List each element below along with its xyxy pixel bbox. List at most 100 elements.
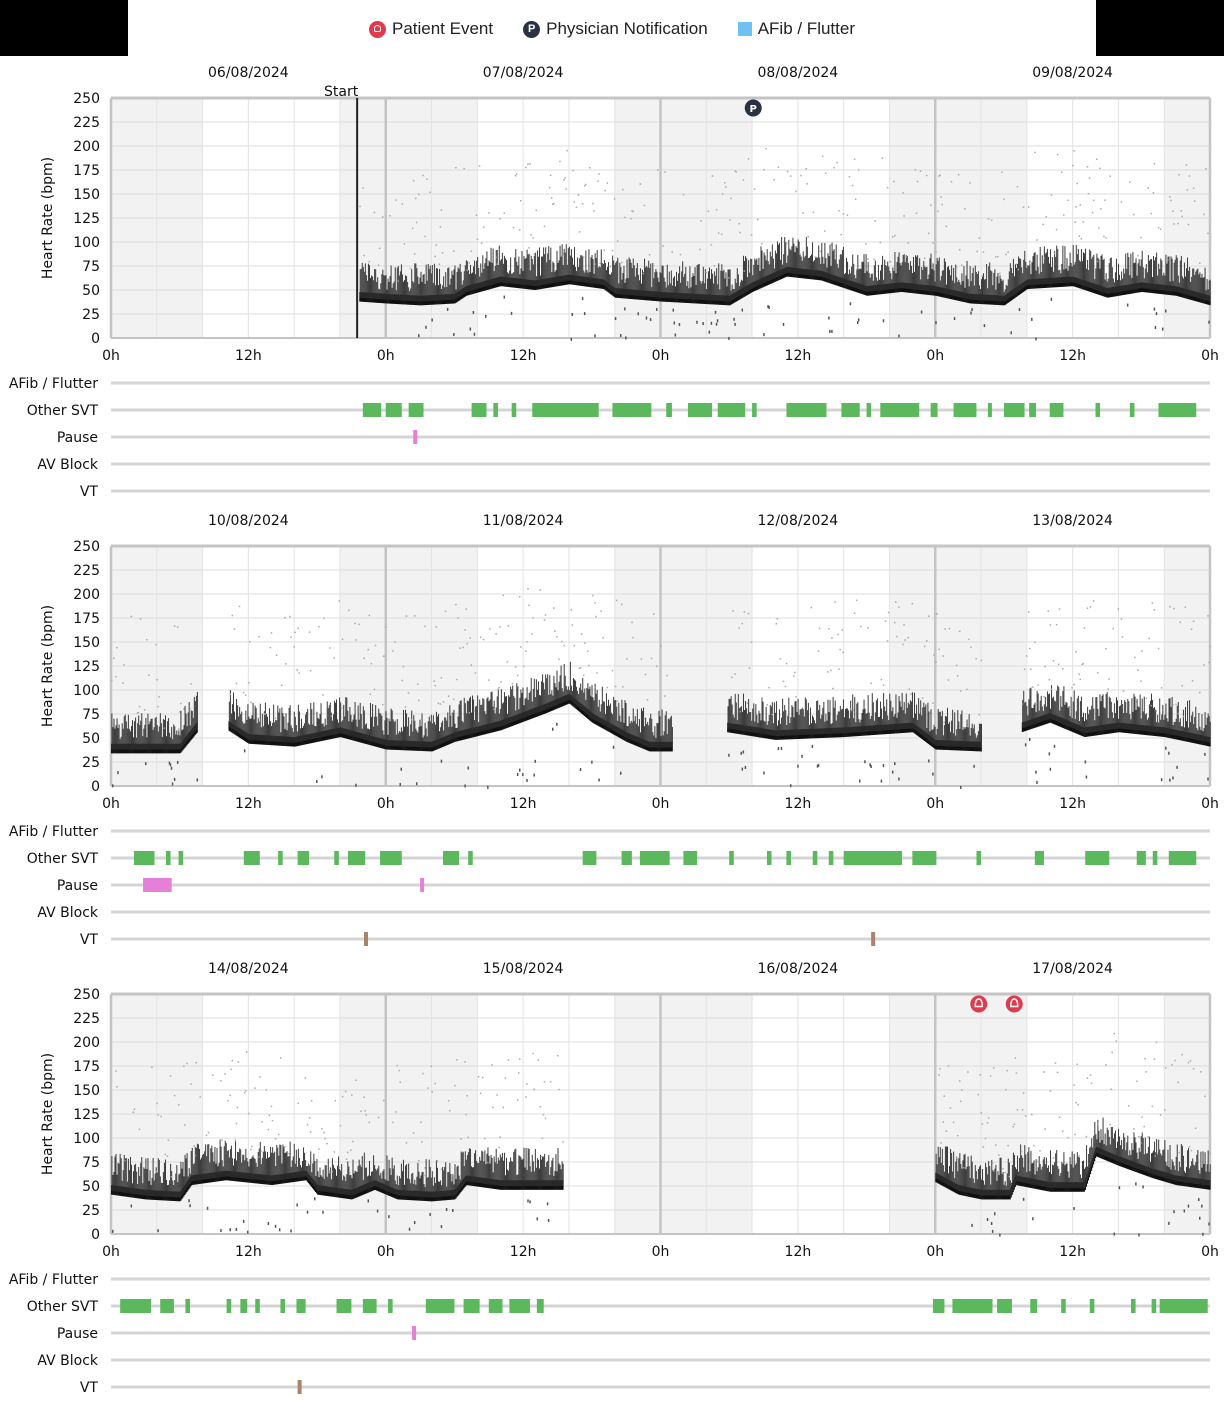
hr-outlier bbox=[853, 612, 856, 615]
hr-sample bbox=[401, 274, 403, 301]
event-other-svt bbox=[385, 403, 402, 417]
hr-sample bbox=[583, 270, 585, 283]
hr-outlier bbox=[730, 197, 732, 200]
hr-sample bbox=[1061, 706, 1063, 724]
hr-sample bbox=[753, 703, 755, 733]
hr-sample bbox=[188, 1168, 190, 1186]
hr-outlier bbox=[600, 610, 602, 613]
hr-outlier bbox=[794, 671, 796, 674]
hr-sample bbox=[563, 248, 565, 282]
hr-sample bbox=[1032, 256, 1034, 285]
hr-sample bbox=[368, 265, 370, 299]
legend-patient-event[interactable]: Patient Event bbox=[368, 19, 493, 39]
hr-sample bbox=[457, 267, 459, 298]
hr-sample bbox=[598, 266, 600, 285]
hr-sample bbox=[419, 719, 421, 748]
hr-sample bbox=[560, 665, 562, 704]
hr-sample bbox=[408, 287, 410, 301]
hr-sample bbox=[125, 721, 127, 750]
hr-sample bbox=[1064, 704, 1066, 725]
hr-sample bbox=[921, 715, 923, 735]
hr-outlier bbox=[515, 173, 518, 175]
hr-sample bbox=[133, 737, 135, 750]
hr-sample bbox=[185, 713, 187, 743]
event-other-svt bbox=[987, 403, 992, 417]
hr-outlier bbox=[631, 210, 633, 212]
hr-sample bbox=[799, 254, 801, 275]
hr-sample bbox=[954, 712, 956, 747]
hr-sample bbox=[831, 242, 833, 281]
y-tick-label: 125 bbox=[73, 659, 100, 675]
hr-sample bbox=[126, 728, 128, 750]
hr-sample bbox=[512, 273, 514, 284]
hr-outlier bbox=[842, 213, 845, 215]
hr-sample bbox=[251, 715, 253, 741]
hr-outlier bbox=[578, 231, 581, 233]
hr-sample bbox=[552, 261, 554, 284]
hr-sample bbox=[1042, 710, 1044, 722]
hr-sample bbox=[1130, 253, 1132, 290]
hr-sample bbox=[155, 1167, 157, 1197]
hr-sample bbox=[1153, 708, 1155, 732]
hr-sample bbox=[740, 279, 742, 295]
hr-sample bbox=[580, 255, 582, 282]
hr-sample bbox=[850, 273, 852, 287]
hr-outlier bbox=[464, 629, 466, 631]
hr-outlier bbox=[549, 174, 552, 176]
hr-sample bbox=[752, 708, 754, 733]
hr-sample bbox=[1174, 259, 1176, 292]
hr-outlier bbox=[133, 1108, 136, 1111]
hr-sample bbox=[554, 271, 556, 283]
y-tick-label: 125 bbox=[73, 211, 100, 227]
hr-sample bbox=[627, 726, 629, 739]
legend-physician-notification[interactable]: P Physician Notification bbox=[523, 19, 708, 39]
hr-sample bbox=[862, 709, 864, 732]
hr-sample bbox=[793, 243, 795, 274]
hr-sample bbox=[506, 260, 508, 283]
hr-sample bbox=[1106, 692, 1108, 731]
hr-sample bbox=[586, 269, 588, 283]
hr-sample bbox=[748, 260, 750, 291]
event-other-svt bbox=[471, 403, 487, 417]
legend-afib-flutter[interactable]: AFib / Flutter bbox=[737, 19, 855, 39]
hr-sample bbox=[659, 716, 661, 748]
hr-sample bbox=[211, 1145, 213, 1179]
hr-sample bbox=[847, 708, 849, 733]
hr-sample bbox=[601, 686, 603, 725]
hr-sample bbox=[436, 268, 438, 301]
hr-sample bbox=[139, 1176, 141, 1195]
hr-sample bbox=[765, 706, 767, 735]
hr-sample bbox=[853, 718, 855, 733]
hr-sample bbox=[925, 267, 927, 291]
hr-sample bbox=[1023, 259, 1025, 289]
hr-sample bbox=[689, 266, 691, 300]
hr-outlier bbox=[405, 615, 408, 617]
hr-sample bbox=[385, 274, 387, 300]
hr-sample bbox=[292, 731, 294, 743]
hr-sample bbox=[1010, 268, 1012, 297]
hr-outlier bbox=[466, 269, 468, 272]
hr-sample bbox=[522, 687, 524, 719]
hr-outlier bbox=[1075, 650, 1077, 653]
heart-rate-scatter bbox=[111, 588, 1211, 789]
hr-outlier bbox=[717, 232, 720, 234]
hr-outlier bbox=[761, 242, 763, 245]
hr-sample bbox=[446, 287, 448, 301]
hr-outlier bbox=[632, 210, 634, 213]
hr-sample bbox=[1037, 266, 1039, 285]
hr-sample bbox=[353, 714, 355, 737]
hr-outlier bbox=[1078, 673, 1080, 675]
hr-sample bbox=[223, 1146, 225, 1177]
hr-sample bbox=[626, 726, 628, 738]
hr-outlier bbox=[571, 313, 574, 317]
hr-outlier bbox=[1173, 607, 1175, 610]
hr-sample bbox=[515, 710, 517, 721]
hr-outlier bbox=[894, 621, 896, 624]
hr-sample bbox=[774, 250, 776, 279]
hr-sample bbox=[111, 713, 113, 750]
hr-sample bbox=[1132, 252, 1134, 290]
hr-sample bbox=[419, 277, 421, 302]
hr-outlier bbox=[1058, 608, 1061, 610]
hr-sample bbox=[320, 703, 322, 738]
hr-outlier bbox=[1047, 610, 1050, 612]
